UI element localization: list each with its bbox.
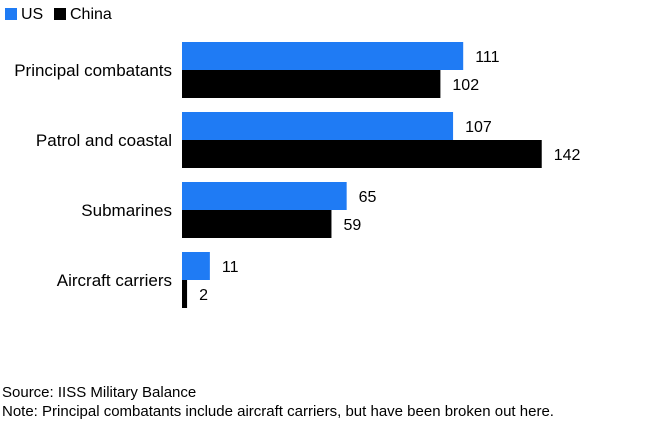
- value-label-china-principal-combatants: 102: [452, 77, 479, 94]
- footnote: Note: Principal combatants include aircr…: [2, 403, 554, 420]
- bar-chart: US China Principal combatants Patrol and c…: [5, 6, 581, 308]
- legend: US China: [5, 6, 112, 23]
- legend-swatch-us: [5, 8, 17, 20]
- value-label-china-aircraft-carriers: 2: [199, 287, 208, 304]
- category-label-aircraft-carriers: Aircraft carriers: [57, 271, 172, 290]
- category-labels: Principal combatants Patrol and coastal Su…: [14, 61, 172, 290]
- legend-label-us: US: [21, 6, 43, 23]
- value-label-us-principal-combatants: 111: [475, 49, 499, 66]
- value-label-china-submarines: 59: [343, 217, 361, 234]
- value-label-us-submarines: 65: [359, 189, 377, 206]
- bar-us-aircraft-carriers: [182, 252, 210, 280]
- source-note: Source: IISS Military Balance: [2, 384, 197, 401]
- bar-us-patrol-and-coastal: [182, 112, 454, 140]
- bar-china-principal-combatants: [182, 70, 441, 98]
- bar-us-principal-combatants: [182, 42, 464, 70]
- value-label-us-patrol-and-coastal: 107: [465, 119, 492, 136]
- bar-us-submarines: [182, 182, 347, 210]
- category-label-patrol-and-coastal: Patrol and coastal: [36, 131, 172, 150]
- legend-label-china: China: [70, 6, 112, 23]
- bar-china-patrol-and-coastal: [182, 140, 542, 168]
- bars: [182, 42, 542, 308]
- legend-swatch-china: [54, 8, 66, 20]
- category-label-submarines: Submarines: [81, 201, 172, 220]
- category-label-principal-combatants: Principal combatants: [14, 61, 172, 80]
- value-label-china-patrol-and-coastal: 142: [554, 147, 581, 164]
- bar-china-aircraft-carriers: [182, 280, 188, 308]
- value-labels: 111 102 107 142 65 59 11 2: [199, 49, 580, 304]
- value-label-us-aircraft-carriers: 11: [222, 259, 239, 276]
- bar-china-submarines: [182, 210, 332, 238]
